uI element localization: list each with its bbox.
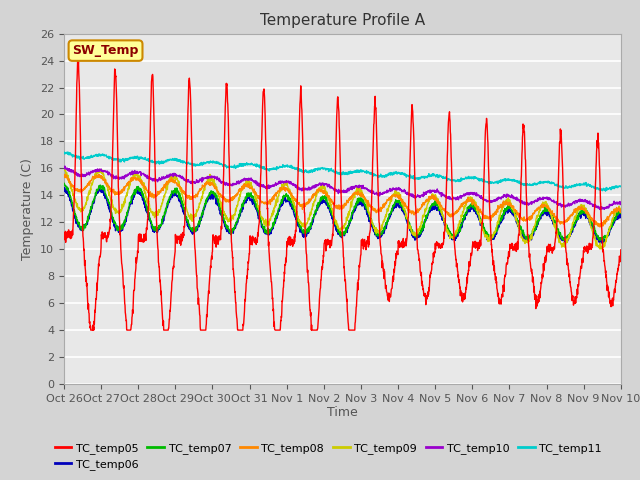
Title: Temperature Profile A: Temperature Profile A (260, 13, 425, 28)
Text: SW_Temp: SW_Temp (72, 44, 139, 57)
Legend: TC_temp05, TC_temp06, TC_temp07, TC_temp08, TC_temp09, TC_temp10, TC_temp11: TC_temp05, TC_temp06, TC_temp07, TC_temp… (51, 438, 607, 474)
X-axis label: Time: Time (327, 407, 358, 420)
Y-axis label: Temperature (C): Temperature (C) (22, 158, 35, 260)
